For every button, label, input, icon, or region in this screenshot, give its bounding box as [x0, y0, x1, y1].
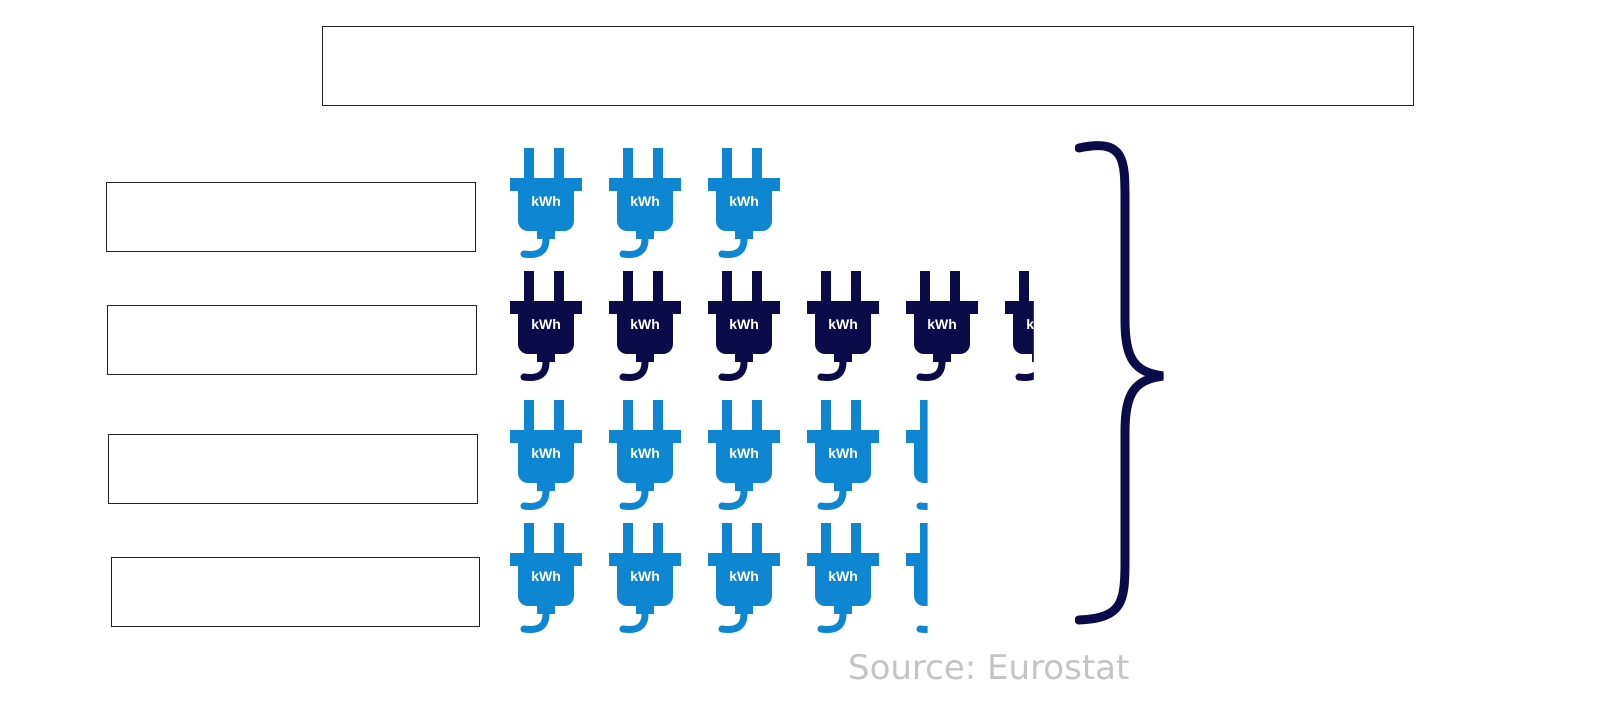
kwh-label: kWh	[729, 193, 759, 209]
kwh-label: kWh	[630, 445, 660, 461]
kwh-label: kWh	[531, 193, 561, 209]
kwh-label: kWh	[729, 445, 759, 461]
kwh-label: kWh	[1026, 316, 1056, 332]
plug-icon: kWh	[609, 271, 681, 381]
row-label-box-3	[108, 434, 478, 504]
kwh-label: kWh	[531, 445, 561, 461]
kwh-label: kWh	[729, 568, 759, 584]
title-box	[322, 26, 1414, 106]
pictogram-chart: kWh kWh kWh kWh kWh kWh kWh kWh kWh kWh kWh kWh kWh k…	[510, 148, 1056, 633]
kwh-label: kWh	[630, 568, 660, 584]
kwh-label: kWh	[828, 316, 858, 332]
plug-icon: kWh	[807, 523, 879, 633]
plug-icon: kWh	[510, 148, 582, 258]
kwh-label: kWh	[531, 316, 561, 332]
row-label-box-2	[107, 305, 477, 375]
plug-icon: kWh	[510, 271, 582, 381]
kwh-label: kWh	[828, 445, 858, 461]
plug-icon: kWh	[906, 400, 957, 510]
kwh-label: kWh	[828, 568, 858, 584]
plug-icon: kWh	[708, 148, 780, 258]
plug-icon: kWh	[1005, 271, 1056, 381]
plug-icon: kWh	[807, 400, 879, 510]
plug-icon: kWh	[510, 400, 582, 510]
plug-icon: kWh	[609, 148, 681, 258]
plug-icon: kWh	[510, 523, 582, 633]
plug-icon: kWh	[609, 400, 681, 510]
kwh-label: kWh	[927, 445, 957, 461]
kwh-label: kWh	[927, 568, 957, 584]
row-label-box-4	[111, 557, 480, 627]
plug-icon: kWh	[906, 271, 978, 381]
kwh-label: kWh	[729, 316, 759, 332]
plug-icon: kWh	[609, 523, 681, 633]
plug-icon: kWh	[708, 523, 780, 633]
plug-icon: kWh	[906, 523, 957, 633]
plug-icon: kWh	[708, 271, 780, 381]
kwh-label: kWh	[927, 316, 957, 332]
kwh-label: kWh	[630, 316, 660, 332]
curly-brace-icon	[1075, 141, 1164, 625]
source-note: Source: Eurostat	[848, 648, 1130, 688]
plug-icon: kWh	[807, 271, 879, 381]
plug-icon: kWh	[708, 400, 780, 510]
kwh-label: kWh	[531, 568, 561, 584]
row-label-box-1	[106, 182, 476, 252]
kwh-label: kWh	[630, 193, 660, 209]
